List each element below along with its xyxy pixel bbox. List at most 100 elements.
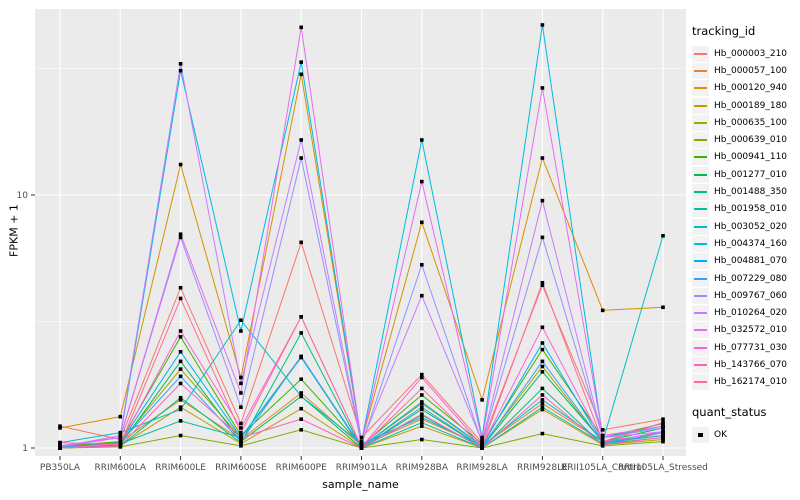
legend-key-line <box>694 242 707 245</box>
legend-item-label: Hb_000189_180 <box>714 100 788 111</box>
data-point <box>239 381 243 386</box>
data-point <box>540 370 545 374</box>
data-point <box>540 341 545 345</box>
legend-item-Hb_143766_070: Hb_143766_070 <box>692 356 798 373</box>
x-tick-label: RRII105LA_Stressed <box>618 463 708 473</box>
legend-title-quant-status: quant_status <box>692 404 767 419</box>
data-point <box>480 398 484 402</box>
data-point <box>540 283 545 288</box>
data-point <box>299 156 303 160</box>
data-point <box>420 424 424 428</box>
data-point <box>540 386 545 391</box>
legend-key-icon <box>692 80 709 97</box>
legend-item-label: OK <box>714 429 727 440</box>
data-point <box>420 405 424 409</box>
legend-key-line <box>694 260 707 263</box>
legend-item-label: Hb_001958_010 <box>714 204 788 215</box>
legend-item-label: Hb_000635_100 <box>714 117 788 128</box>
data-point <box>420 400 424 404</box>
data-point <box>420 412 424 417</box>
data-point <box>540 23 545 27</box>
data-point <box>118 433 123 438</box>
y-axis-title: FPKM + 1 <box>7 204 21 257</box>
data-point <box>58 426 62 430</box>
legend-key-icon <box>692 322 709 339</box>
data-point <box>178 162 183 167</box>
legend-item-Hb_003052_020: Hb_003052_020 <box>692 218 798 235</box>
data-point <box>58 440 62 445</box>
data-point <box>299 391 303 395</box>
legend-key-line <box>694 173 707 176</box>
legend-item-Hb_004881_070: Hb_004881_070 <box>692 253 798 270</box>
data-point <box>239 391 243 395</box>
data-point <box>58 444 62 448</box>
legend-item-Hb_000120_940: Hb_000120_940 <box>692 80 798 97</box>
data-point <box>178 381 183 386</box>
legend-key-icon <box>692 374 709 391</box>
data-point <box>540 156 545 160</box>
data-point <box>118 437 123 442</box>
data-point <box>420 179 424 184</box>
legend-item-label: Hb_000639_010 <box>714 135 788 146</box>
legend-key-icon <box>692 62 709 79</box>
data-point <box>299 25 303 30</box>
x-tick-label: RRII105LA_Control <box>561 463 644 473</box>
data-point <box>239 405 243 409</box>
data-point <box>359 435 364 440</box>
legend-key-line <box>694 121 707 124</box>
data-point <box>420 372 424 377</box>
legend-key-icon <box>692 287 709 304</box>
legend-item-Hb_000941_110: Hb_000941_110 <box>692 149 798 166</box>
data-point <box>661 437 665 442</box>
legend-key-icon <box>692 184 709 201</box>
data-point <box>178 419 183 423</box>
data-point <box>299 331 303 335</box>
legend-key-icon <box>692 114 709 131</box>
legend-item-Hb_032572_010: Hb_032572_010 <box>692 322 798 339</box>
data-point <box>661 417 665 421</box>
data-point <box>239 433 243 438</box>
data-point <box>420 386 424 391</box>
x-tick-label: RRIM928LE <box>517 463 568 473</box>
tracking-id-legend-items: Hb_000003_210 Hb_000057_100 Hb_000120_940 H… <box>692 45 798 391</box>
data-point <box>420 375 424 380</box>
legend-key-icon <box>692 253 709 270</box>
x-tick-label: RRIM901LA <box>336 463 388 473</box>
data-point <box>239 375 243 380</box>
data-point <box>540 364 545 369</box>
data-point <box>178 395 183 400</box>
legend-key-icon <box>692 45 709 62</box>
data-point <box>239 318 243 322</box>
data-point <box>359 440 364 445</box>
data-point <box>118 435 123 440</box>
data-point <box>540 398 545 402</box>
data-point <box>600 428 605 432</box>
data-point <box>299 377 303 382</box>
data-point <box>540 198 545 203</box>
y-tick-label: 1 <box>22 444 28 454</box>
legend-key-icon <box>692 132 709 149</box>
legend-item-Hb_000057_100: Hb_000057_100 <box>692 62 798 79</box>
legend-key-icon <box>692 426 709 443</box>
legend-item-quant-OK: OK <box>692 426 798 443</box>
legend-item-label: Hb_000120_940 <box>714 83 788 94</box>
legend-key-icon <box>692 339 709 356</box>
legend-key-point <box>698 432 703 438</box>
legend-item-Hb_004374_160: Hb_004374_160 <box>692 235 798 252</box>
data-point <box>299 315 303 319</box>
data-point <box>178 407 183 412</box>
legend-key-icon <box>692 356 709 373</box>
y-tick-label: 10 <box>17 191 29 201</box>
data-point <box>540 86 545 90</box>
data-point <box>600 439 605 444</box>
x-tick-label: RRIM928LA <box>456 463 508 473</box>
data-point <box>600 433 605 438</box>
legend-key-icon <box>692 201 709 218</box>
data-point <box>420 262 424 267</box>
data-point <box>480 435 484 440</box>
legend-item-Hb_007229_080: Hb_007229_080 <box>692 270 798 287</box>
legend-item-label: Hb_004374_160 <box>714 238 788 249</box>
legend-title-tracking-id: tracking_id <box>692 24 756 38</box>
data-point <box>178 329 183 333</box>
